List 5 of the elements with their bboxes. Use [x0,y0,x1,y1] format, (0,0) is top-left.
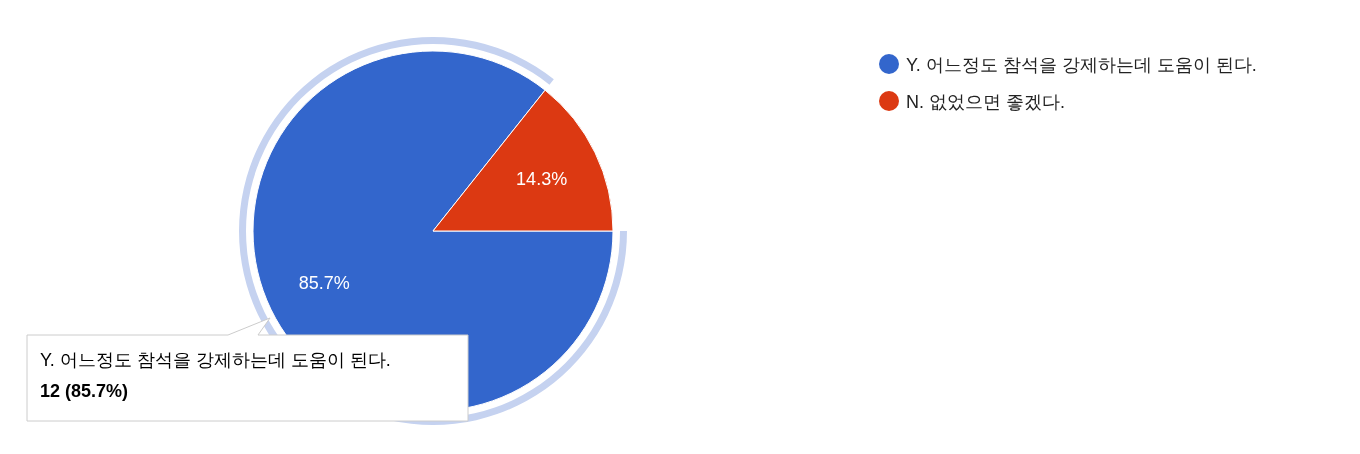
legend-label: N. 없었으면 좋겠다. [906,92,1066,112]
data-label: 85.7% [298,273,350,294]
data-label: 14.3% [516,168,568,189]
tooltip: Y. 어느정도 참석을 강제하는데 도움이 된다. 12 (85.7%) [26,317,469,422]
legend-label: Y. 어느정도 참석을 강제하는데 도움이 된다. [906,55,1257,75]
